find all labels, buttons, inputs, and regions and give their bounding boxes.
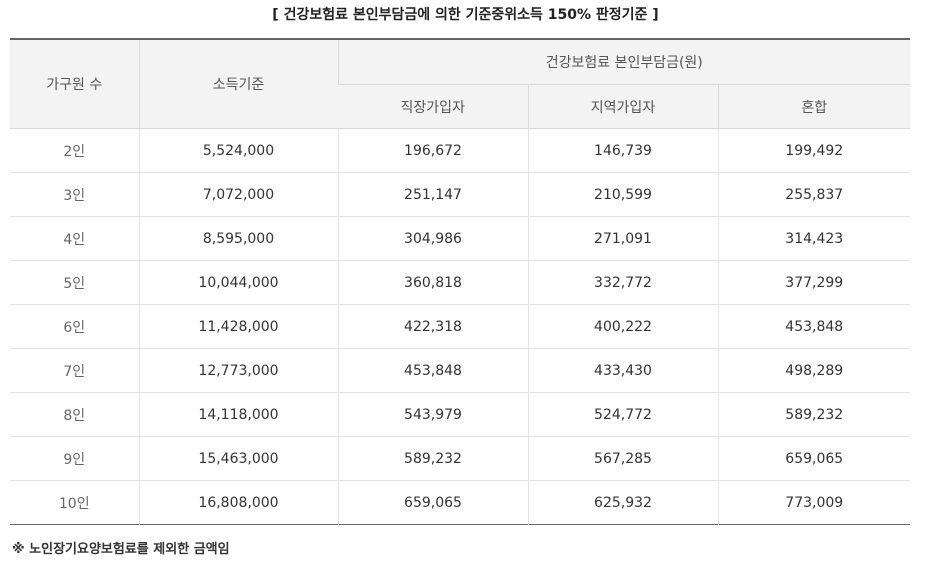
table-row: 9인 15,463,000 589,232 567,285 659,065	[10, 436, 911, 481]
cell-mixed: 314,423	[717, 216, 911, 261]
cell-employee: 304,986	[337, 216, 528, 261]
cell-income: 14,118,000	[138, 392, 338, 437]
header-mixed: 혼합	[717, 84, 911, 129]
cell-employee: 360,818	[337, 260, 528, 305]
cell-income: 8,595,000	[138, 216, 338, 261]
cell-employee: 196,672	[337, 128, 528, 173]
cell-household: 10인	[58, 495, 90, 512]
cell-household: 9인	[10, 436, 139, 481]
cell-income: 5,524,000	[138, 128, 338, 173]
cell-employee: 251,147	[337, 172, 528, 217]
header-household: 가구원 수	[10, 39, 139, 129]
cell-household: 7인	[10, 348, 139, 393]
income-criteria-table: 가구원 수 소득기준 건강보험료 본인부담금(원) 직장가입자 지역가입자 혼합…	[10, 38, 911, 525]
header-regional: 지역가입자	[527, 84, 718, 129]
table-row: 4인 8,595,000 304,986 271,091 314,423	[10, 216, 911, 261]
cell-regional: 625,932	[527, 480, 718, 525]
cell-employee: 543,979	[337, 392, 528, 437]
cell-mixed: 199,492	[717, 128, 911, 173]
cell-mixed: 453,848	[717, 304, 911, 349]
cell-regional: 433,430	[527, 348, 718, 393]
cell-employee: 422,318	[337, 304, 528, 349]
table-title: [ 건강보험료 본인부담금에 의한 기준중위소득 150% 판정기준 ]	[272, 7, 659, 23]
table-row: 7인 12,773,000 453,848 433,430 498,289	[10, 348, 911, 393]
cell-mixed: 589,232	[717, 392, 911, 437]
cell-income: 7,072,000	[138, 172, 338, 217]
footnote: ※ 노인장기요양보험료를 제외한 금액임	[12, 542, 230, 557]
table-row: 3인 7,072,000 251,147 210,599 255,837	[10, 172, 911, 217]
cell-regional: 524,772	[527, 392, 718, 437]
table-row: 8인 14,118,000 543,979 524,772 589,232	[10, 392, 911, 437]
cell-mixed: 659,065	[717, 436, 911, 481]
cell-income: 12,773,000	[138, 348, 338, 393]
cell-employee: 453,848	[337, 348, 528, 393]
cell-household: 3인	[10, 172, 139, 217]
table-row: 10인 16,808,000 659,065 625,932 773,009	[10, 480, 911, 525]
cell-regional: 567,285	[527, 436, 718, 481]
cell-income: 16,808,000	[138, 480, 338, 525]
cell-household: 5인	[10, 260, 139, 305]
header-income: 소득기준	[138, 39, 338, 129]
cell-income: 11,428,000	[138, 304, 338, 349]
header-employee: 직장가입자	[338, 84, 528, 129]
cell-mixed: 377,299	[717, 260, 911, 305]
cell-employee: 659,065	[337, 480, 528, 525]
cell-regional: 332,772	[527, 260, 718, 305]
header-premium-group: 건강보험료 본인부담금(원)	[337, 39, 911, 85]
cell-household: 2인	[10, 128, 139, 173]
cell-household: 4인	[10, 216, 139, 261]
cell-regional: 400,222	[527, 304, 718, 349]
cell-income: 15,463,000	[138, 436, 338, 481]
table-body: 2인 5,524,000 196,672 146,739 199,492 3인 7,072,…	[10, 128, 911, 525]
cell-employee: 589,232	[337, 436, 528, 481]
cell-mixed: 498,289	[717, 348, 911, 393]
cell-mixed: 255,837	[717, 172, 911, 217]
cell-regional: 146,739	[527, 128, 718, 173]
table-row: 2인 5,524,000 196,672 146,739 199,492	[10, 128, 911, 173]
cell-income: 10,044,000	[138, 260, 338, 305]
cell-household: 8인	[10, 392, 139, 437]
table-row: 5인 10,044,000 360,818 332,772 377,299	[10, 260, 911, 305]
cell-mixed: 773,009	[717, 480, 911, 525]
cell-regional: 271,091	[527, 216, 718, 261]
cell-regional: 210,599	[527, 172, 718, 217]
cell-household: 6인	[10, 304, 139, 349]
table-row: 6인 11,428,000 422,318 400,222 453,848	[10, 304, 911, 349]
